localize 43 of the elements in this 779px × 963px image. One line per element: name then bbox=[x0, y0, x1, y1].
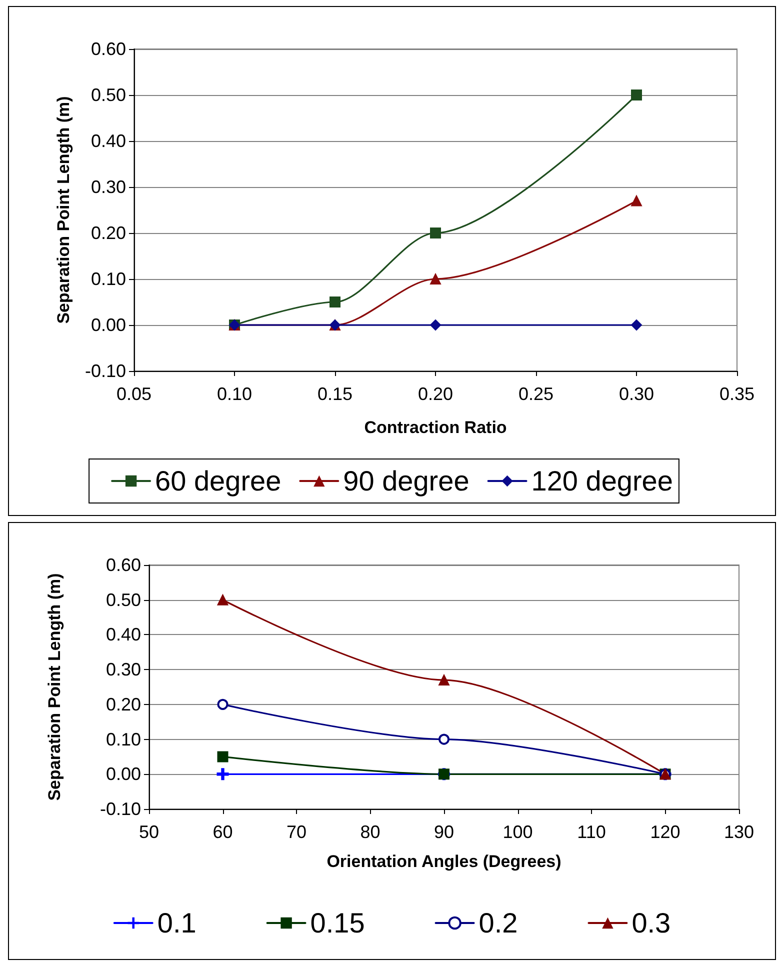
x-tick-label: 70 bbox=[286, 822, 307, 842]
x-tick-label: 110 bbox=[577, 822, 606, 842]
legend-label: 0.3 bbox=[632, 908, 671, 938]
x-tick-label: 0.30 bbox=[618, 384, 654, 404]
y-tick-label: 0.40 bbox=[106, 624, 141, 645]
y-tick-label: -0.10 bbox=[100, 799, 141, 819]
x-tick-label: 100 bbox=[502, 822, 533, 842]
y-axis-title: Separation Point Length (m) bbox=[45, 573, 64, 801]
y-tick-label: 0.00 bbox=[106, 764, 141, 784]
y-axis-title: Separation Point Length (m) bbox=[54, 96, 73, 324]
y-tick-label: 0.10 bbox=[106, 729, 141, 750]
x-tick-label: 0.05 bbox=[116, 384, 152, 404]
y-tick-label: 0.30 bbox=[90, 177, 126, 197]
x-tick-label: 80 bbox=[360, 822, 380, 842]
legend-label: 120 degree bbox=[531, 466, 673, 496]
y-tick-label: 0.00 bbox=[90, 315, 126, 335]
x-tick-label: 50 bbox=[138, 822, 160, 842]
x-tick-label: 120 bbox=[650, 822, 680, 842]
legend-label: 0.1 bbox=[157, 908, 196, 938]
y-tick-label: 0.20 bbox=[90, 223, 126, 243]
x-tick-label: 0.15 bbox=[317, 384, 353, 404]
legend-label: 90 degree bbox=[343, 466, 470, 496]
y-tick-label: 0.10 bbox=[90, 269, 126, 289]
y-tick-label: 0.30 bbox=[106, 660, 141, 680]
x-axis-title: Orientation Angles (Degrees) bbox=[326, 852, 562, 871]
legend-label: 0.15 bbox=[310, 908, 365, 938]
y-tick-label: 0.50 bbox=[106, 590, 141, 610]
x-tick-label: 0.10 bbox=[216, 384, 252, 404]
x-tick-label: 0.35 bbox=[719, 384, 755, 404]
y-tick-label: 0.50 bbox=[90, 85, 126, 105]
x-axis-title: Contraction Ratio bbox=[364, 418, 507, 437]
y-tick-label: 0.40 bbox=[90, 131, 126, 151]
y-tick-label: 0.20 bbox=[106, 694, 141, 714]
x-tick-label: 90 bbox=[434, 822, 454, 842]
legend-label: 0.2 bbox=[478, 908, 518, 938]
x-tick-label: 60 bbox=[212, 822, 233, 842]
legend-label: 60 degree bbox=[155, 466, 282, 496]
x-tick-label: 0.20 bbox=[418, 384, 454, 404]
y-tick-label: 0.60 bbox=[106, 555, 141, 575]
y-tick-label: 0.60 bbox=[90, 39, 126, 59]
x-tick-label: 130 bbox=[724, 822, 754, 842]
y-tick-label: -0.10 bbox=[84, 361, 126, 381]
x-tick-label: 0.25 bbox=[518, 384, 554, 404]
